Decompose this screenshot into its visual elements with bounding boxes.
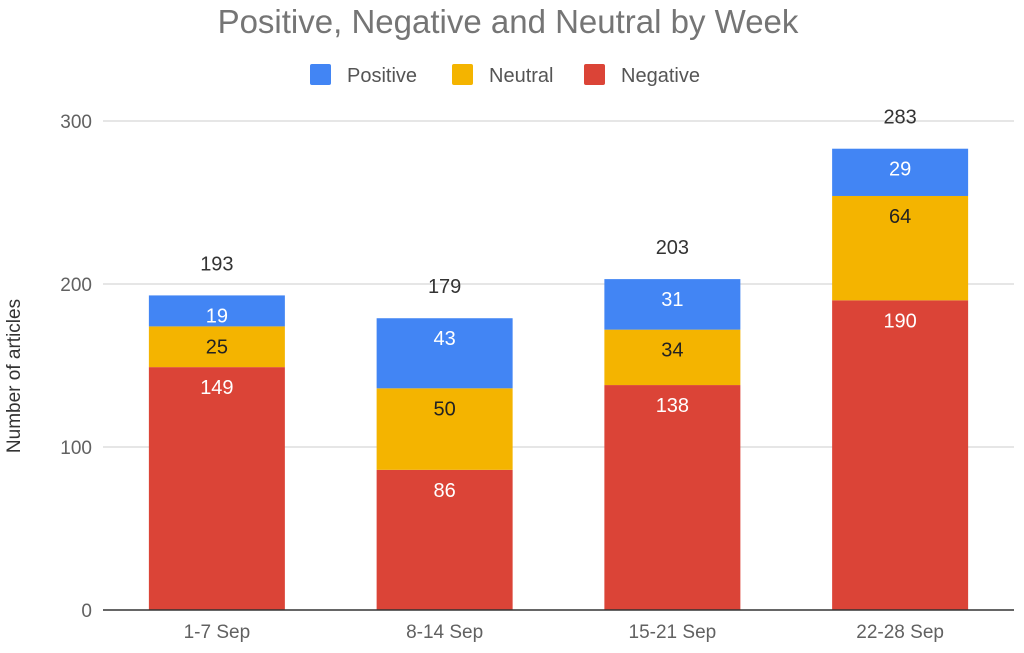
y-axis-ticks: 0 100 200 300 xyxy=(60,112,92,622)
y-tick-label: 300 xyxy=(60,112,92,133)
legend-label: Neutral xyxy=(489,65,553,87)
bars: 149 25 19 193 86 50 43 179 138 34 31 203 190 64 29 283 xyxy=(148,107,969,610)
legend-swatch xyxy=(584,64,605,85)
bar-segment-neutral xyxy=(376,388,513,470)
bar-segment-negative xyxy=(148,367,285,610)
segment-label-neutral: 25 xyxy=(206,336,228,358)
x-tick-label: 22-28 Sep xyxy=(856,622,944,643)
x-tick-label: 15-21 Sep xyxy=(629,622,717,643)
legend-swatch xyxy=(310,64,331,85)
segment-label-positive: 43 xyxy=(434,328,456,350)
segment-label-negative: 149 xyxy=(200,377,233,399)
bar-segment-positive xyxy=(376,318,513,389)
segment-label-negative: 190 xyxy=(883,310,916,332)
legend-label: Negative xyxy=(621,65,700,87)
legend-item-negative: Negative xyxy=(584,64,700,87)
segment-label-positive: 29 xyxy=(889,159,911,181)
legend: Positive Neutral Negative xyxy=(310,64,700,87)
x-tick-label: 1-7 Sep xyxy=(184,622,251,643)
y-axis-label: Number of articles xyxy=(4,299,25,453)
bar-segment-negative xyxy=(832,300,969,610)
bar-group: 86 50 43 179 xyxy=(376,276,513,610)
segment-label-negative: 138 xyxy=(656,395,689,417)
segment-label-neutral: 50 xyxy=(434,398,456,420)
legend-item-neutral: Neutral xyxy=(452,64,553,87)
bar-segment-negative xyxy=(376,469,513,610)
legend-item-positive: Positive xyxy=(310,64,417,87)
segment-label-positive: 19 xyxy=(206,305,228,327)
x-tick-label: 8-14 Sep xyxy=(406,622,483,643)
y-tick-label: 100 xyxy=(60,438,92,459)
total-label: 203 xyxy=(656,237,689,259)
total-label: 283 xyxy=(883,107,916,129)
legend-label: Positive xyxy=(347,65,417,87)
segment-label-positive: 31 xyxy=(661,289,683,311)
y-tick-label: 200 xyxy=(60,275,92,296)
chart-title: Positive, Negative and Neutral by Week xyxy=(218,3,799,40)
y-tick-label: 0 xyxy=(81,601,92,622)
bar-segment-positive xyxy=(832,148,969,196)
segment-label-negative: 86 xyxy=(434,480,456,502)
total-label: 193 xyxy=(200,253,233,275)
legend-swatch xyxy=(452,64,473,85)
bar-segment-neutral xyxy=(604,329,741,386)
total-label: 179 xyxy=(428,276,461,298)
segment-label-neutral: 64 xyxy=(889,206,911,228)
bar-segment-positive xyxy=(148,295,285,327)
x-axis-ticks: 1-7 Sep 8-14 Sep 15-21 Sep 22-28 Sep xyxy=(184,622,944,643)
bar-group: 149 25 19 193 xyxy=(148,253,285,610)
bar-segment-positive xyxy=(604,279,741,330)
bar-segment-neutral xyxy=(832,195,969,301)
bar-segment-neutral xyxy=(148,326,285,368)
bar-group: 138 34 31 203 xyxy=(604,237,741,610)
segment-label-neutral: 34 xyxy=(661,340,683,362)
bar-group: 190 64 29 283 xyxy=(832,107,969,610)
bar-segment-negative xyxy=(604,385,741,610)
